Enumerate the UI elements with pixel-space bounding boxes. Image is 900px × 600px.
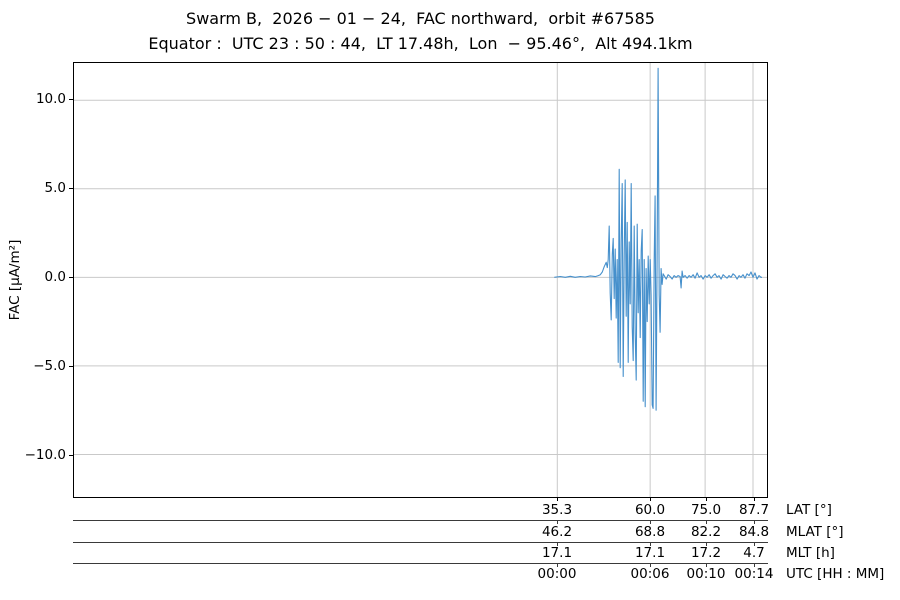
y-tick-mark [69,277,73,278]
utc-tick-mark [650,564,651,567]
mlat-tick-label: 84.8 [738,524,770,540]
mlt-tick-mark [650,543,651,546]
x-tick-mark [706,498,707,501]
mlt-tick-label: 4.7 [743,545,765,561]
y-tick-label: −10.0 [24,447,66,463]
mlat-tick-label: 82.2 [690,524,722,540]
utc-tick-mark [706,564,707,567]
mlat-row-caption: MLAT [°] [786,524,844,540]
y-tick-mark [69,366,73,367]
y-tick-mark [69,99,73,100]
y-tick-label: 5.0 [44,180,66,196]
mlt-tick-label: 17.1 [634,545,666,561]
lat-tick-label: 60.0 [634,502,666,518]
lat-row-caption: LAT [°] [786,502,832,518]
lat-tick-label: 75.0 [690,502,722,518]
utc-tick-label: 00:14 [734,566,774,582]
mlt-tick-mark [557,543,558,546]
mlt-axis-line [73,542,768,543]
utc-row-caption: UTC [HH : MM] [786,566,885,582]
lat-tick-label: 87.7 [738,502,770,518]
mlat-axis-line [73,520,768,521]
mlat-tick-mark [754,521,755,524]
fac-trace [554,67,762,411]
mlat-tick-mark [650,521,651,524]
utc-tick-label: 00:10 [686,566,726,582]
chart-subtitle: Equator : UTC 23 : 50 : 44, LT 17.48h, L… [148,34,693,53]
y-tick-label: 0.0 [44,269,66,285]
y-tick-label: 10.0 [35,91,66,107]
lat-tick-label: 35.3 [541,502,573,518]
utc-tick-label: 00:00 [537,566,577,582]
utc-axis-line [73,563,768,564]
mlt-tick-mark [706,543,707,546]
y-tick-mark [69,188,73,189]
utc-tick-mark [557,564,558,567]
mlt-tick-label: 17.2 [690,545,722,561]
mlt-tick-mark [754,543,755,546]
chart-title: Swarm B, 2026 − 01 − 24, FAC northward, … [186,9,655,28]
y-tick-mark [69,455,73,456]
utc-tick-label: 00:06 [630,566,670,582]
mlt-row-caption: MLT [h] [786,545,835,561]
plot-area [73,62,768,498]
x-tick-mark [557,498,558,501]
mlat-tick-mark [557,521,558,524]
mlat-tick-label: 68.8 [634,524,666,540]
plot-canvas [74,63,767,497]
utc-tick-mark [754,564,755,567]
x-tick-mark [650,498,651,501]
mlat-tick-label: 46.2 [541,524,573,540]
mlt-tick-label: 17.1 [541,545,573,561]
y-tick-label: −5.0 [33,358,66,374]
x-tick-mark [754,498,755,501]
mlat-tick-mark [706,521,707,524]
